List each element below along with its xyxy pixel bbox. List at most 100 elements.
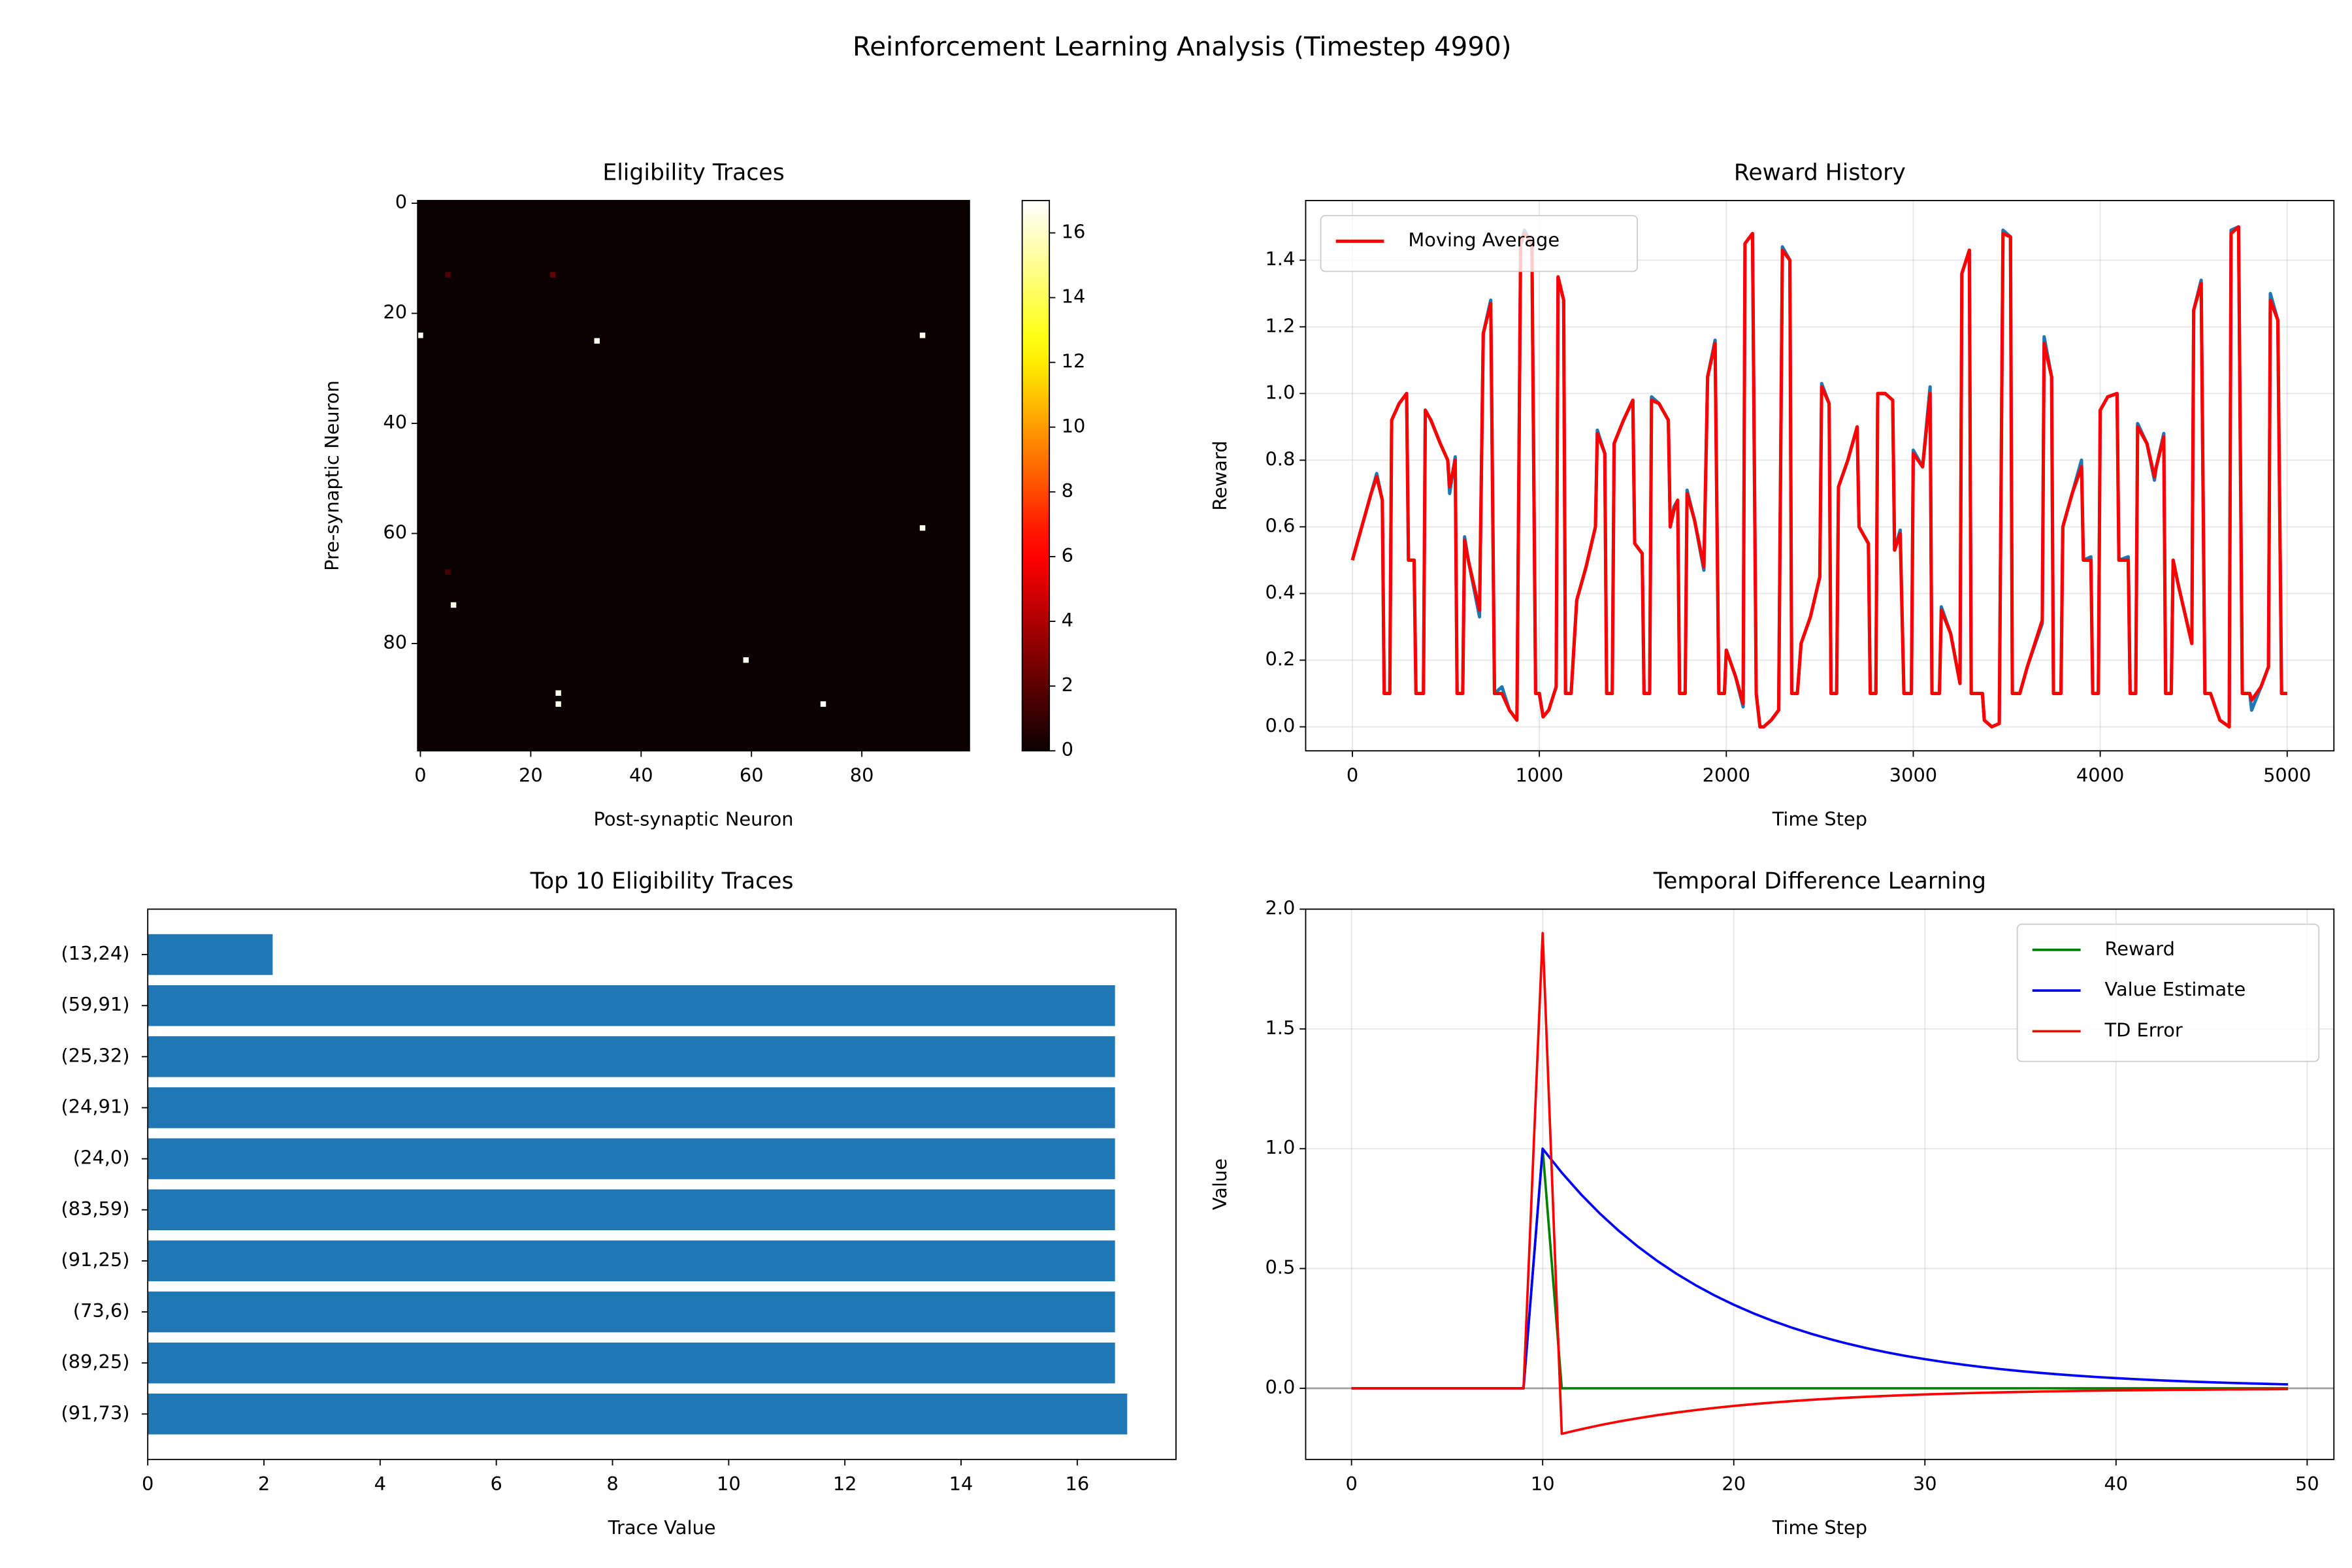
bar — [148, 1240, 1115, 1282]
y-tick-label: 1.5 — [1265, 1017, 1295, 1039]
y-axis-label: Pre-synaptic Neuron — [321, 380, 343, 571]
x-tick-label: 40 — [2104, 1473, 2128, 1495]
y-tick-label: (24,91) — [61, 1095, 129, 1117]
y-tick-label: 0.0 — [1265, 1376, 1295, 1398]
x-tick-label: 50 — [2295, 1473, 2319, 1495]
heatmap-cell — [919, 525, 926, 531]
y-tick-label: 1.0 — [1265, 381, 1295, 403]
x-tick-label: 80 — [850, 764, 874, 786]
heatmap-cell — [549, 272, 556, 278]
x-tick-label: 6 — [490, 1473, 502, 1495]
x-axis-label: Post-synaptic Neuron — [594, 808, 794, 830]
y-tick-label: (89,25) — [61, 1350, 129, 1373]
colorbar — [1021, 199, 1051, 752]
x-tick-label: 12 — [833, 1473, 857, 1495]
x-tick-label: 0 — [1347, 764, 1358, 786]
axes-frame — [417, 199, 970, 752]
series-line — [1350, 225, 2287, 729]
x-tick-label: 2 — [258, 1473, 270, 1495]
heatmap-cell — [445, 272, 451, 278]
x-tick-label: 3000 — [1889, 764, 1937, 786]
heatmap-cell — [594, 338, 600, 344]
colorbar-tick-label: 16 — [1062, 220, 1086, 242]
y-tick-label: 60 — [383, 521, 407, 544]
x-axis-label: Time Step — [1772, 1516, 1867, 1539]
axes-frame — [1305, 199, 2335, 752]
x-tick-label: 0 — [1345, 1473, 1357, 1495]
heatmap-cell — [743, 657, 749, 663]
y-tick-label: 0.6 — [1265, 514, 1295, 536]
x-tick-label: 10 — [717, 1473, 741, 1495]
heatmap-cell — [919, 333, 926, 338]
x-tick-label: 2000 — [1703, 764, 1750, 786]
colorbar-tick-label: 8 — [1062, 480, 1073, 502]
bar — [148, 1342, 1115, 1384]
x-axis-label: Trace Value — [608, 1516, 716, 1539]
heatmap-cell — [555, 701, 561, 707]
y-tick-label: 1.0 — [1265, 1136, 1295, 1158]
series-line — [1351, 932, 2289, 1435]
bar — [148, 1189, 1115, 1231]
heatmap-cell — [445, 569, 451, 575]
y-tick-label: 0.4 — [1265, 581, 1295, 603]
y-tick-label: 0 — [395, 191, 407, 213]
bar — [148, 1138, 1115, 1179]
y-tick-label: 2.0 — [1265, 897, 1295, 919]
legend-box — [1320, 215, 1639, 272]
x-tick-label: 5000 — [2263, 764, 2311, 786]
x-tick-label: 8 — [606, 1473, 618, 1495]
legend-label: Moving Average — [1408, 229, 1560, 251]
legend-box — [2016, 923, 2320, 1062]
heatmap-cell — [450, 602, 457, 608]
heatmap-cell — [555, 690, 561, 696]
x-tick-label: 20 — [1722, 1473, 1746, 1495]
y-tick-label: (59,91) — [61, 993, 129, 1015]
axes-frame — [147, 908, 1177, 1460]
colorbar-tick-label: 0 — [1062, 738, 1073, 760]
y-tick-label: 1.2 — [1265, 314, 1295, 336]
colorbar-tick-label: 2 — [1062, 674, 1073, 696]
colorbar-tick-label: 10 — [1062, 415, 1086, 437]
y-tick-label: 0.0 — [1265, 714, 1295, 736]
y-tick-label: 80 — [383, 631, 407, 653]
y-tick-label: 1.4 — [1265, 248, 1295, 270]
y-axis-label: Value — [1209, 1158, 1231, 1210]
y-tick-label: (73,6) — [73, 1299, 130, 1322]
legend-label: TD Error — [2104, 1019, 2183, 1041]
axes-frame — [1305, 908, 2335, 1460]
x-axis-label: Time Step — [1772, 808, 1867, 830]
y-tick-label: 0.2 — [1265, 647, 1295, 670]
legend-label: Reward — [2105, 938, 2175, 960]
y-tick-label: 0.8 — [1265, 448, 1295, 470]
x-tick-label: 4 — [374, 1473, 386, 1495]
y-axis-label: Reward — [1209, 440, 1231, 510]
bar — [148, 934, 273, 975]
colorbar-tick-label: 6 — [1062, 544, 1073, 566]
legend-label: Value Estimate — [2105, 978, 2246, 1000]
figure-title: Reinforcement Learning Analysis (Timeste… — [853, 31, 1512, 62]
y-tick-label: 20 — [383, 301, 407, 323]
x-tick-label: 16 — [1065, 1473, 1089, 1495]
x-tick-label: 60 — [740, 764, 764, 786]
chart-title: Eligibility Traces — [602, 159, 784, 186]
colorbar-tick-label: 4 — [1062, 609, 1073, 631]
chart-title: Reward History — [1734, 159, 1906, 186]
heatmap-cell — [417, 333, 423, 338]
bar — [148, 1036, 1115, 1077]
y-tick-label: (83,59) — [61, 1198, 129, 1220]
bar — [148, 1394, 1128, 1435]
y-tick-label: (24,0) — [73, 1147, 130, 1169]
chart-title: Top 10 Eligibility Traces — [530, 868, 794, 894]
y-tick-label: (91,73) — [61, 1401, 129, 1424]
x-tick-label: 0 — [142, 1473, 154, 1495]
bar — [148, 985, 1115, 1026]
x-tick-label: 1000 — [1515, 764, 1563, 786]
bar — [148, 1291, 1115, 1333]
x-tick-label: 4000 — [2076, 764, 2124, 786]
bar — [148, 1087, 1115, 1128]
x-tick-label: 0 — [414, 764, 426, 786]
chart-title: Temporal Difference Learning — [1653, 868, 1986, 894]
heatmap-background — [417, 200, 970, 751]
x-tick-label: 30 — [1913, 1473, 1937, 1495]
